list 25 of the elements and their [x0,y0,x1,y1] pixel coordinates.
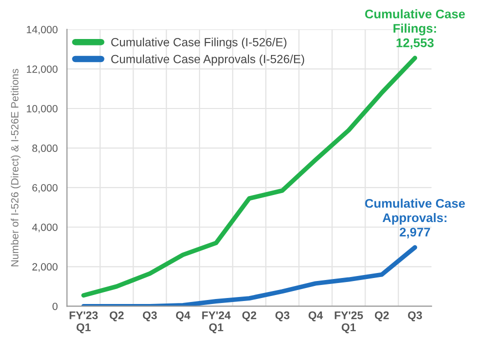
x-tick-label: Q3 [142,311,157,322]
y-tick-label: 2,000 [32,263,58,272]
y-tick-label: 10,000 [26,104,58,114]
x-tick-label: FY'24 Q1 [202,311,231,334]
y-tick-label: 0 [52,302,58,310]
legend-label: Cumulative Case Filings (I-526/E) [111,38,286,49]
annotation: Cumulative Case Approvals: 2,977 [365,198,465,238]
y-tick-label: 12,000 [26,65,58,74]
x-tick-label: FY'25 Q1 [334,311,363,334]
y-tick-label: 8,000 [32,144,58,154]
x-tick-label: Q3 [408,311,422,322]
y-axis-title: Number of I-526 (Direct) & I-526E Petitions [10,68,21,266]
line-series [81,245,418,306]
y-tick-label: 6,000 [32,184,58,193]
y-tick-label: 4,000 [32,224,58,232]
x-tick-label: Q4 [176,311,190,322]
x-tick-label: Q4 [308,311,323,322]
legend-label: Cumulative Case Approvals (I-526/E) [111,54,304,66]
x-tick-label: FY'23 Q1 [70,311,98,334]
y-tick-label: 14,000 [26,26,58,35]
x-tick-label: Q2 [374,311,389,322]
x-tick-label: Q2 [110,311,124,322]
annotation: Cumulative Case Filings: 12,553 [365,9,465,50]
x-tick-label: Q2 [242,311,256,322]
x-tick-label: Q3 [275,311,290,322]
